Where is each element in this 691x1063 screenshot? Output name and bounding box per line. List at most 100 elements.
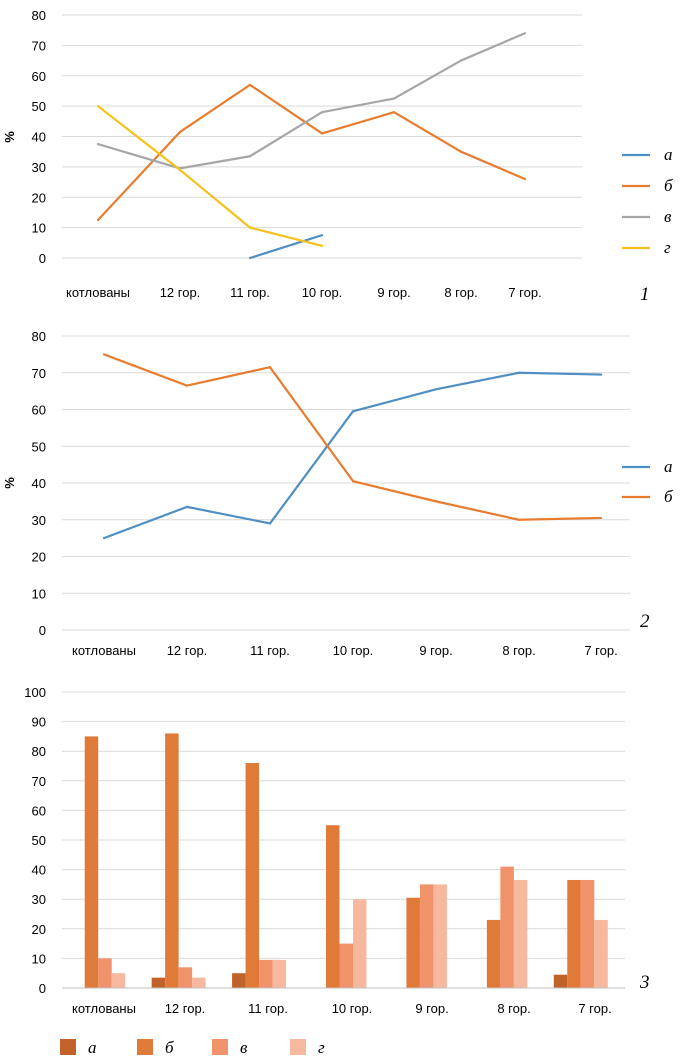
data-point [320,244,324,247]
x-tick-label: 11 гор. [230,285,270,300]
y-tick-label: 30 [32,513,46,528]
data-point [248,83,252,86]
legend-label: б [664,487,673,506]
x-tick-label: 11 гор. [250,643,290,658]
x-tick-label: 12 гор. [160,285,201,300]
legend-label: а [664,457,673,476]
data-point [185,384,189,387]
x-tick-label: 7 гор. [578,1001,611,1016]
data-point [178,130,182,134]
data-point [268,366,272,369]
data-point [459,59,463,62]
data-point [102,537,106,540]
y-tick-label: 60 [32,403,46,418]
y-tick-label: 70 [32,774,46,789]
y-tick-label: 80 [32,329,46,344]
y-tick-label: 70 [32,38,46,53]
y-tick-label: 10 [32,951,46,966]
data-point [392,97,396,100]
bar-2 [326,825,340,988]
bar-3 [259,959,273,988]
y-tick-label: 80 [32,8,46,23]
data-point [248,256,252,260]
x-tick-label: 8 гор. [444,285,477,300]
y-tick-label: 70 [32,366,46,381]
x-tick-label: котлованы [72,1001,136,1016]
legend-label: б [165,1038,174,1057]
y-tick-label: 60 [32,69,46,84]
y-tick-label: 40 [32,863,46,878]
x-tick-label: котлованы [72,643,136,658]
data-point [599,373,603,376]
data-point [268,522,272,525]
data-point [185,505,189,508]
data-point [517,371,521,374]
legend-swatch [212,1039,228,1055]
legend-swatch [290,1039,306,1055]
bar-3 [419,884,434,988]
x-tick-label: котлованы [66,285,130,300]
series-line-4 [97,105,323,247]
bar-4 [353,899,367,988]
y-tick-label: 30 [32,892,46,907]
data-point [320,234,324,237]
y-tick-label: 0 [39,251,46,266]
legend-label: в [664,207,672,226]
data-point [459,150,463,153]
y-tick-label: 40 [32,476,46,491]
legend-label: в [240,1038,248,1057]
series-line-1 [249,234,323,260]
bar-2 [406,897,420,988]
series-line-3 [97,32,526,170]
y-tick-label: 50 [32,439,46,454]
data-point [523,177,527,181]
y-tick-label: 10 [32,586,46,601]
legend-swatch [137,1039,153,1055]
legend-label: г [318,1038,325,1057]
y-tick-label: 20 [32,922,46,937]
data-point [248,155,252,158]
x-tick-label: 8 гор. [497,1001,530,1016]
y-tick-label: 80 [32,744,46,759]
bar-2 [245,763,260,988]
x-tick-label: 12 гор. [165,1001,206,1016]
data-point [523,32,527,35]
y-tick-label: 50 [32,833,46,848]
bar-3 [580,879,595,988]
x-tick-label: 8 гор. [502,643,535,658]
y-tick-label: 0 [39,981,46,996]
y-tick-label: 0 [39,623,46,638]
data-point [102,353,106,356]
x-tick-label: 10 гор. [333,643,374,658]
bar-4 [433,884,447,988]
y-tick-label: 90 [32,715,46,730]
data-point [599,516,603,520]
bar-4 [111,973,126,988]
bar-3 [178,967,193,988]
chart-2: 0 10 20 30 40 50 60 70 80% котлованы 12 гор. 11 гор… [2,329,673,658]
x-tick-label: 12 гор. [167,643,208,658]
data-point [178,168,182,172]
panel-number: 1 [640,284,650,305]
data-point [351,480,355,483]
y-axis-label: % [2,477,17,489]
bar-3 [98,958,112,988]
bar-1 [151,977,166,988]
panel-number: 2 [640,611,650,632]
bar-4 [594,919,608,988]
legend-label: б [664,176,673,195]
data-point [351,410,355,413]
x-tick-label: 11 гор. [248,1001,288,1016]
x-tick-label: 10 гор. [332,1001,373,1016]
y-tick-label: 40 [32,130,46,145]
bar-1 [553,974,568,988]
y-tick-label: 50 [32,99,46,114]
bar-3 [500,866,514,988]
x-tick-label: 7 гор. [584,643,617,658]
data-point [434,388,438,391]
bar-2 [84,736,99,988]
y-tick-label: 20 [32,190,46,205]
legend-label: а [664,145,673,164]
x-tick-label: 9 гор. [415,1001,448,1016]
